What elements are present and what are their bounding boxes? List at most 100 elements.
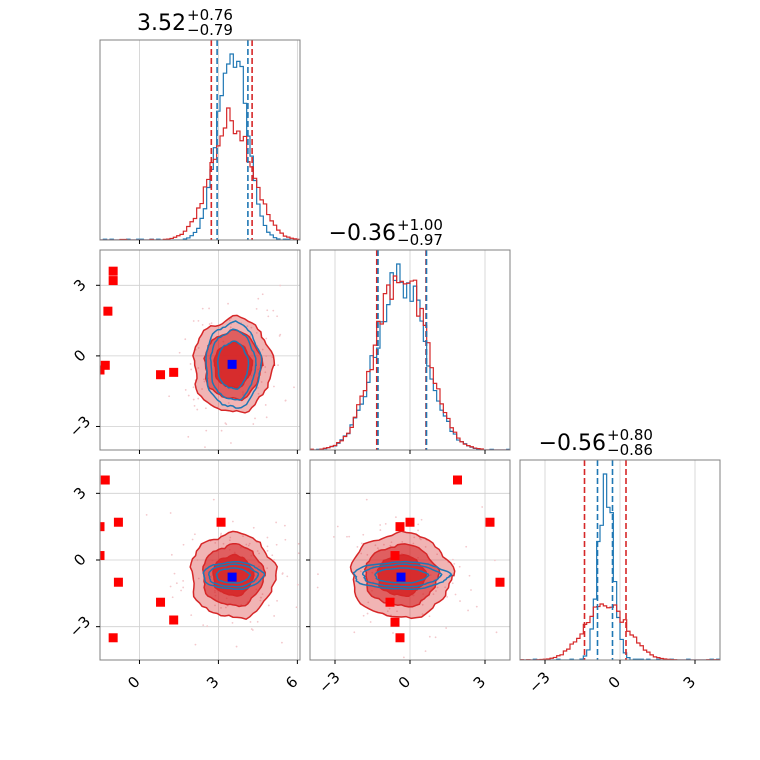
panel-2-1-tick-label-x: 3 (470, 673, 489, 692)
panel-2-0-scatter-point (250, 628, 253, 630)
panel-2-1-scatter-point (377, 710, 379, 712)
panel-0-0-title-minus: −0.79 (187, 21, 233, 39)
panel-2-0-contour-blue-1 (207, 563, 260, 588)
panel-1-0-scatter-point (264, 366, 267, 368)
panel-2-0-marker-red (100, 551, 105, 561)
panel-2-0-scatter-point (284, 538, 287, 541)
panel-2-2-tick-label-x: −3 (525, 668, 553, 696)
panel-1-0-scatter-point (192, 320, 195, 322)
panel-2-0-marker-red (156, 597, 166, 607)
panel-1-0-scatter-point (208, 323, 211, 325)
panel-2-1-scatter-point (362, 614, 365, 617)
panel-2-1-tick-label-x: −3 (315, 668, 343, 696)
panel-2-1-scatter-point (420, 518, 423, 521)
panel-1-0-tick-label-y: −3 (66, 412, 94, 440)
panel-1-0-scatter-point (201, 323, 204, 326)
panel-2-0-scatter-point (220, 532, 223, 535)
panel-2-1-scatter-point (452, 558, 454, 561)
panel-1-0-scatter-point (257, 392, 260, 395)
panel-2-0-marker-red (108, 633, 118, 643)
panel-1-0-scatter-point (257, 297, 260, 300)
panel-2-1-scatter-point (389, 544, 392, 547)
panel-2-2-title-plus: +0.80 (607, 426, 653, 444)
panel-2-2-title-value: −0.56 (539, 431, 606, 456)
panel-1-0-scatter-point (196, 408, 199, 411)
panel-1-0-scatter-point (279, 284, 282, 287)
panel-2-0-scatter-point (169, 585, 172, 588)
panel-0-0-title-plus: +0.76 (187, 6, 233, 24)
panel-2-0-scatter-point (286, 575, 289, 578)
panel-2-1-scatter-point (417, 529, 419, 532)
panel-1-0-contour-blue-2 (216, 340, 250, 390)
panel-1-0-scatter-point (225, 423, 228, 426)
panel-1-0-scatter-point (293, 386, 295, 389)
panel-1-0-scatter-point (203, 380, 206, 383)
panel-2-0-scatter-point (342, 588, 344, 590)
panel-2-0-scatter-point (190, 614, 193, 617)
panel-2-0-content (100, 475, 344, 648)
panel-2-1-scatter-point (435, 590, 437, 592)
panel-1-0-scatter-point (184, 338, 187, 341)
panel-2-0-scatter-point (295, 606, 298, 609)
panel-2-0-scatter-point (248, 542, 251, 545)
panel-2-0-scatter-point (202, 624, 205, 627)
panel-2-0-scatter-point (266, 545, 269, 548)
panel-2-0-scatter-point (220, 606, 222, 609)
panel-2-1-scatter-point (428, 635, 431, 638)
panel-2-1-scatter-point (434, 636, 437, 639)
panel-2-1-marker-red (395, 522, 405, 532)
panel-2-0-scatter-point (235, 645, 238, 648)
panel-2-0-scatter-point (242, 535, 244, 538)
panel-2-1-scatter-point (467, 609, 469, 612)
panel-1-0-scatter-point (210, 322, 213, 325)
panel-1-0-scatter-point (277, 364, 279, 367)
panel-1-0-scatter-point (197, 320, 200, 322)
panel-2-1-scatter-point (376, 547, 379, 550)
panel-2-2-tick-label-x: 3 (680, 673, 699, 692)
panel-2-1-scatter-point (336, 525, 339, 528)
panel-2-0-marker-red (216, 517, 226, 527)
panel-2-1-scatter-point (394, 516, 397, 519)
panel-2-1-scatter-point (468, 574, 471, 577)
panel-1-0-scatter-point (260, 381, 263, 383)
panel-2-0-scatter-point (170, 553, 173, 556)
panel-2-1-scatter-point (465, 545, 468, 548)
panel-1-0-scatter-point (238, 451, 240, 453)
panel-2-0-scatter-point (266, 536, 269, 539)
panel-2-1-scatter-point (308, 572, 310, 574)
panel-2-0-marker-blue (227, 572, 237, 582)
panel-1-0-scatter-point (246, 325, 249, 327)
panel-2-1-marker-red (405, 517, 415, 527)
panel-1-0-scatter-point (272, 309, 275, 312)
panel-2-1-scatter-point (470, 589, 472, 591)
panel-2-0-scatter-point (256, 550, 259, 552)
panel-2-1-scatter-point (420, 538, 422, 541)
panel-1-0-scatter-point (205, 429, 208, 432)
panel-1-0-scatter-point (192, 386, 195, 389)
panel-2-1-scatter-point (366, 612, 369, 615)
panel-1-0-scatter-point (252, 423, 255, 425)
panel-1-0-marker-red (108, 276, 118, 286)
panel-1-1-title-value: −0.36 (329, 221, 396, 246)
panel-1-0-scatter-point (264, 371, 267, 374)
panel-2-1-scatter-point (317, 573, 319, 576)
panel-0-0-frame (99, 39, 301, 241)
panel-2-1-tick-label-x: 0 (395, 673, 414, 692)
panel-2-1-scatter-point (392, 632, 394, 634)
panel-1-0-marker-red (100, 365, 105, 375)
panel-2-1-scatter-point (369, 621, 372, 623)
panel-2-0-scatter-point (256, 620, 259, 623)
panel-1-1-hist-red (310, 275, 510, 450)
panel-2-1-scatter-point (384, 522, 387, 525)
panel-1-0-scatter-point (230, 442, 232, 444)
panel-2-1-scatter-point (332, 535, 335, 538)
panel-0-0-hists (100, 40, 300, 240)
panel-1-0-scatter-point (267, 315, 270, 318)
panel-1-0-scatter-point (201, 388, 203, 390)
panel-1-0-scatter-point (265, 337, 268, 340)
panel-2-1-marker-red (390, 551, 400, 561)
panel-2-1-scatter-point (527, 548, 529, 550)
panel-1-0-scatter-point (301, 349, 303, 351)
panel-2-1-scatter-point (359, 570, 362, 573)
